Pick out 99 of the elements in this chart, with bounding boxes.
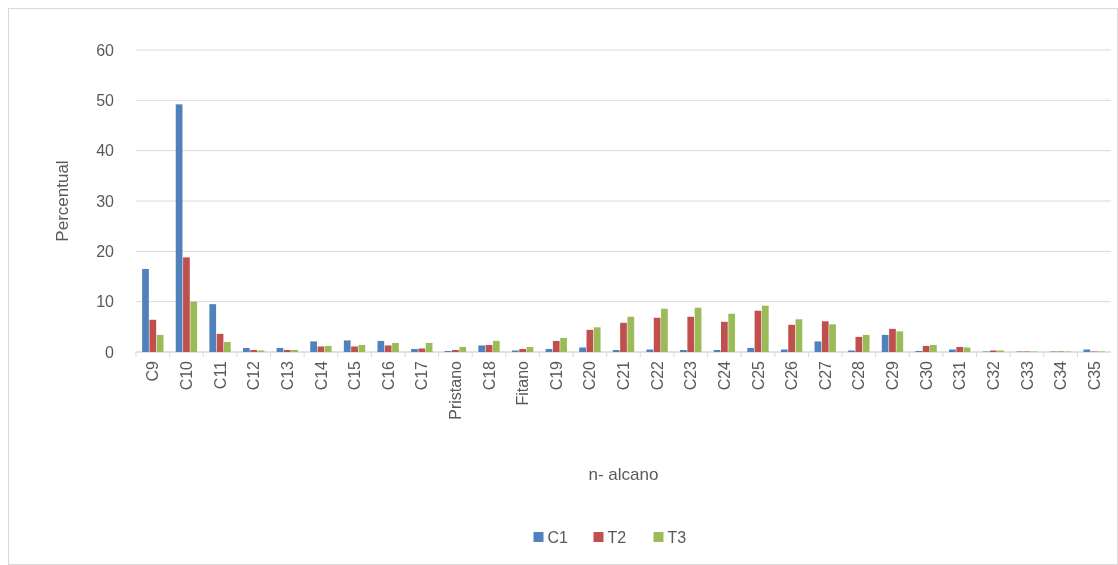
bar [612,349,620,352]
bar [721,321,728,352]
bar [855,336,863,352]
bar [680,349,687,352]
bar [620,322,627,352]
bar [190,301,198,352]
x-tick-label: C34 [1052,360,1070,391]
x-tick-label: C22 [648,360,666,391]
bar [881,334,889,352]
bar [728,313,736,352]
bar [411,348,418,352]
x-tick-label: C21 [615,360,633,391]
bar [310,341,317,352]
legend-label: T3 [667,528,687,546]
bar [889,328,896,352]
x-tick-label: Fitano [514,360,532,406]
bar [862,334,870,352]
bar [358,344,366,352]
bar [930,344,937,352]
bar [747,347,755,352]
bar [949,349,956,352]
bar [283,349,291,352]
bar [788,324,795,352]
bar [579,347,586,352]
x-tick-label: C19 [547,360,565,391]
bar [627,316,635,352]
x-tick-label: C31 [951,360,969,391]
bar [545,348,553,352]
x-tick-label: C26 [783,360,801,391]
bar [452,349,459,352]
bar [291,349,298,352]
bar [821,321,829,352]
y-tick-label: 50 [96,91,115,109]
bar [224,341,231,352]
y-tick-label: 40 [96,142,115,160]
bar [317,346,325,352]
bar [351,346,358,352]
bar [149,319,157,352]
x-tick-label: C13 [278,360,296,391]
bar [661,308,668,352]
bar [250,349,258,352]
bar [519,348,526,352]
bar [829,324,836,352]
bar [377,340,385,352]
bar [560,337,567,352]
x-tick-label: C12 [245,360,263,391]
legend-label: C1 [547,528,569,546]
x-tick-label: C29 [884,360,902,391]
bar [492,340,500,352]
bar [209,304,217,352]
bar [459,346,467,352]
x-tick-label: C27 [816,360,834,391]
bar [478,345,486,352]
bar [324,345,332,352]
x-tick-label: C32 [984,360,1002,391]
bar [392,342,399,352]
bar [646,349,654,352]
x-tick-label: C9 [144,360,162,382]
y-axis-title: Percentual [53,160,72,242]
bar [761,305,769,352]
y-tick-label: 30 [96,192,115,210]
bar [183,257,190,352]
bar [795,319,803,352]
x-tick-label: C35 [1085,360,1103,391]
bar [814,341,822,352]
bar [552,340,560,352]
bar [418,348,426,352]
bar [384,345,392,352]
y-tick-label: 60 [96,41,115,59]
x-tick-label: C18 [480,360,498,391]
x-tick-label: C24 [715,360,733,391]
x-tick-label: C25 [749,360,767,391]
legend-label: T2 [607,528,627,546]
x-tick-label: C11 [211,360,229,390]
bar [963,347,971,352]
bar [593,327,601,352]
x-tick-label: C15 [346,360,364,391]
x-tick-label: C20 [581,360,599,391]
y-tick-label: 0 [105,343,115,361]
bar [243,347,250,352]
x-tick-label: C28 [850,360,868,391]
x-tick-label: C30 [917,360,935,391]
x-tick-label: C10 [178,360,196,391]
x-tick-label: C33 [1018,360,1036,391]
x-tick-label: C16 [379,360,397,391]
x-tick-label: C17 [413,360,431,391]
x-tick-label: C14 [312,360,330,391]
bar [687,316,695,352]
y-tick-label: 20 [96,242,115,260]
y-tick-label: 10 [96,293,115,311]
x-tick-label: C23 [682,360,700,391]
bar [780,349,788,352]
bar [896,331,904,352]
bar [1083,349,1091,352]
x-axis-title: n- alcano [588,465,659,484]
bar [142,268,149,352]
bar [343,340,351,352]
bar [956,346,964,352]
x-tick-label: Pristano [447,360,464,420]
